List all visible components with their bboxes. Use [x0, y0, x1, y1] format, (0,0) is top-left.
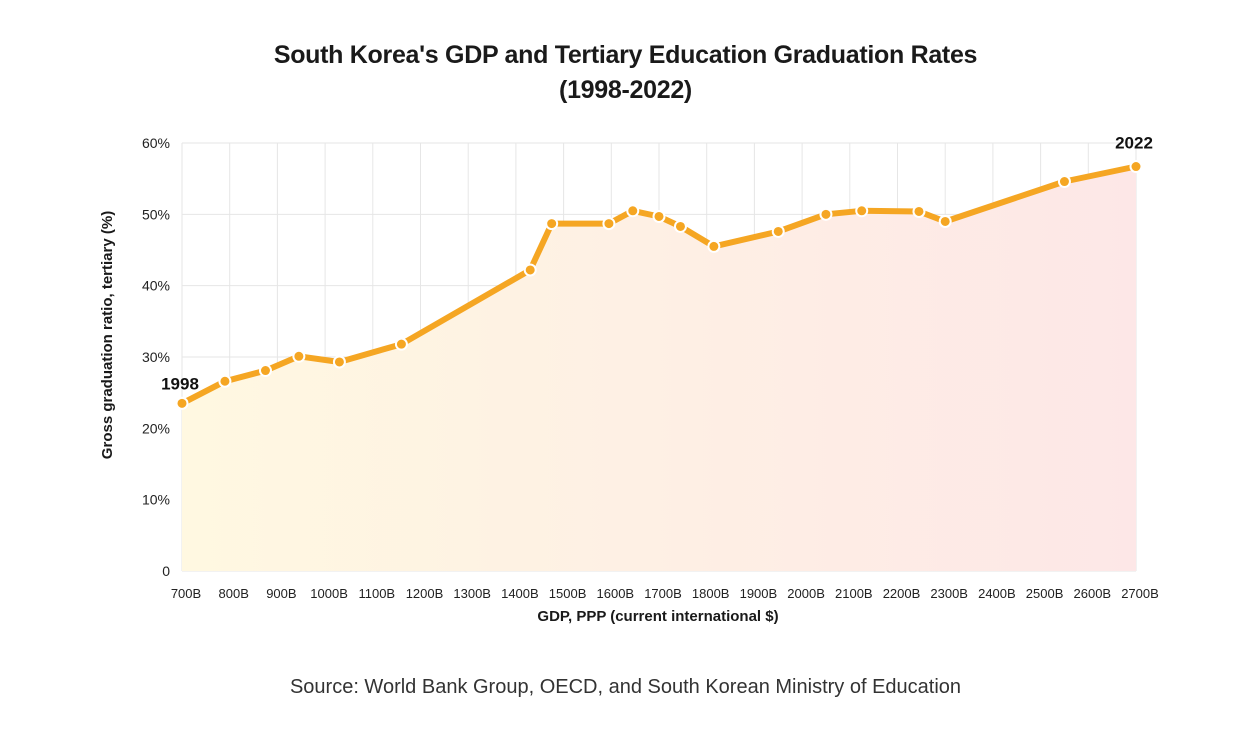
data-point [292, 349, 306, 363]
y-axis-label: Gross graduation ratio, tertiary (%) [99, 211, 116, 459]
y-axis-ticks: 0 10% 20% 30% 40% 50% 60% [142, 135, 170, 579]
data-point [819, 207, 833, 221]
data-point [523, 263, 537, 277]
data-point [912, 204, 926, 218]
data-point [771, 224, 785, 238]
y-tick-label: 10% [142, 492, 170, 508]
x-axis-label: GDP, PPP (current international $) [537, 608, 778, 625]
data-point [394, 337, 408, 351]
data-point [332, 355, 346, 369]
x-tick-label: 2100B [835, 586, 873, 601]
y-tick-label: 40% [142, 278, 170, 294]
x-tick-label: 700B [171, 586, 201, 601]
x-tick-label: 1300B [453, 586, 491, 601]
data-point [218, 374, 232, 388]
point-annotations: 1998 2022 [161, 134, 1153, 394]
data-point [602, 217, 616, 231]
x-tick-label: 1800B [692, 586, 730, 601]
x-tick-label: 2300B [930, 586, 968, 601]
data-point [707, 239, 721, 253]
title-line-1: South Korea's GDP and Tertiary Education… [273, 41, 978, 69]
point-annotation-label: 2022 [1115, 134, 1153, 153]
x-tick-label: 2700B [1121, 586, 1159, 601]
y-tick-label: 0 [162, 563, 170, 579]
x-tick-label: 2500B [1026, 586, 1064, 601]
x-axis-ticks: 700B 800B 900B 1000B 1100B 1200B 1300B 1400B 150… [171, 586, 1159, 601]
x-tick-label: 1700B [644, 586, 682, 601]
data-point [175, 396, 189, 410]
data-point [652, 209, 666, 223]
y-tick-label: 50% [142, 206, 170, 222]
x-tick-label: 1400B [501, 586, 539, 601]
point-annotation-label: 1998 [161, 374, 199, 393]
x-tick-label: 2600B [1074, 586, 1112, 601]
data-point [673, 219, 687, 233]
data-point [1057, 175, 1071, 189]
y-tick-label: 60% [142, 135, 170, 151]
x-tick-label: 800B [219, 586, 249, 601]
y-tick-label: 30% [142, 349, 170, 365]
data-point [855, 204, 869, 218]
data-point [258, 364, 272, 378]
x-tick-label: 1600B [597, 586, 635, 601]
x-tick-label: 2000B [787, 586, 825, 601]
y-tick-label: 20% [142, 420, 170, 436]
data-points [175, 160, 1143, 410]
x-tick-label: 1500B [549, 586, 587, 601]
source-note: Source: World Bank Group, OECD, and Sout… [289, 676, 962, 698]
x-tick-label: 1200B [406, 586, 444, 601]
data-point [545, 217, 559, 231]
chart-title: South Korea's GDP and Tertiary Education… [0, 38, 1251, 108]
data-point [626, 204, 640, 218]
data-point [1129, 160, 1143, 174]
title-line-2: (1998-2022) [559, 76, 692, 104]
x-tick-label: 2400B [978, 586, 1016, 601]
data-point [938, 214, 952, 228]
x-tick-label: 1000B [310, 586, 348, 601]
x-tick-label: 1100B [358, 586, 395, 601]
area-fill [182, 166, 1136, 571]
x-tick-label: 1900B [740, 586, 778, 601]
series-line [179, 163, 1139, 407]
x-tick-label: 900B [266, 586, 296, 601]
x-tick-label: 2200B [883, 586, 921, 601]
